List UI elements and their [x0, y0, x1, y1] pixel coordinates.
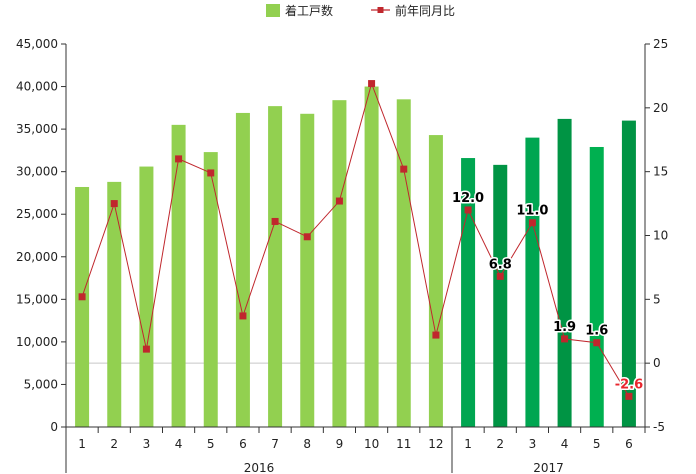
x-tick-label: 1 [464, 437, 472, 451]
line-point [78, 293, 86, 301]
x-tick-label: 4 [175, 437, 183, 451]
bar [107, 181, 122, 427]
legend: 着工戸数 前年同月比 [266, 3, 455, 18]
bar [332, 100, 347, 427]
data-label: 1.9 [553, 320, 576, 335]
x-group-label: 2017 [533, 461, 564, 474]
line-point [239, 312, 247, 320]
line-point [110, 200, 118, 208]
x-tick-label: 11 [396, 437, 411, 451]
x-group-label: 2016 [244, 461, 275, 474]
y-left-tick-label: 45,000 [16, 37, 58, 51]
x-tick-label: 2 [496, 437, 504, 451]
bar [171, 124, 186, 427]
bar [557, 118, 572, 428]
bar [589, 146, 604, 428]
bar [364, 86, 379, 428]
data-label: 1.6 [585, 324, 608, 339]
x-tick-label: 6 [625, 437, 633, 451]
x-tick-label: 9 [336, 437, 344, 451]
bar [525, 137, 540, 427]
y-left-tick-label: 40,000 [16, 80, 58, 94]
x-tick-label: 5 [593, 437, 601, 451]
line-point [271, 217, 279, 225]
y-right-tick-label: 0 [653, 356, 661, 370]
line-point [625, 392, 633, 400]
legend-line-label: 前年同月比 [395, 3, 455, 18]
line-point [432, 331, 440, 339]
bar [203, 152, 218, 427]
x-tick-label: 8 [303, 437, 311, 451]
y-left-tick-label: 25,000 [16, 207, 58, 221]
line-point [142, 345, 150, 353]
x-tick-label: 5 [207, 437, 215, 451]
line-point [561, 335, 569, 343]
y-left-tick-label: 35,000 [16, 122, 58, 136]
line-point [400, 165, 408, 173]
bar [235, 112, 250, 427]
line-point [593, 339, 601, 347]
bar [75, 186, 90, 427]
data-label: 11.0 [516, 204, 548, 219]
y-right-tick-label: -5 [653, 420, 665, 434]
legend-line-marker [377, 7, 384, 13]
line-point [335, 197, 343, 205]
x-tick-label: 1 [78, 437, 86, 451]
bar [268, 106, 283, 428]
x-tick-label: 7 [271, 437, 279, 451]
x-tick-label: 12 [428, 437, 443, 451]
y-right-tick-label: 10 [653, 229, 668, 243]
bar [300, 113, 315, 428]
y-right-tick-label: 20 [653, 101, 668, 115]
bar [139, 166, 154, 427]
data-label: 6.8 [489, 257, 512, 272]
x-tick-label: 3 [143, 437, 151, 451]
legend-bar-label: 着工戸数 [285, 3, 333, 18]
data-label: -2.6 [615, 377, 643, 392]
line-point [175, 155, 183, 163]
line-point [207, 169, 215, 177]
x-tick-label: 2 [110, 437, 118, 451]
line-point [528, 219, 536, 227]
line-point [464, 206, 472, 214]
y-right-tick-label: 25 [653, 37, 668, 51]
bar [621, 120, 636, 427]
line-point [368, 80, 376, 88]
y-left-tick-label: 10,000 [16, 335, 58, 349]
legend-bar-swatch [266, 4, 280, 17]
y-left-tick-label: 20,000 [16, 250, 58, 264]
line-point [496, 272, 504, 280]
y-right-tick-label: 5 [653, 292, 661, 306]
y-left-tick-label: 15,000 [16, 292, 58, 306]
x-tick-label: 10 [364, 437, 379, 451]
y-left-tick-label: 5,000 [24, 377, 58, 391]
bar [396, 99, 411, 428]
x-tick-label: 3 [529, 437, 537, 451]
series-line [81, 81, 630, 397]
bar [493, 164, 508, 427]
data-label: 12.0 [452, 191, 484, 206]
x-tick-label: 4 [561, 437, 569, 451]
x-tick-label: 6 [239, 437, 247, 451]
line-point [303, 233, 311, 241]
y-left-tick-label: 30,000 [16, 165, 58, 179]
bar [428, 135, 443, 427]
y-left-tick-label: 0 [50, 420, 58, 434]
y-right-tick-label: 15 [653, 165, 668, 179]
